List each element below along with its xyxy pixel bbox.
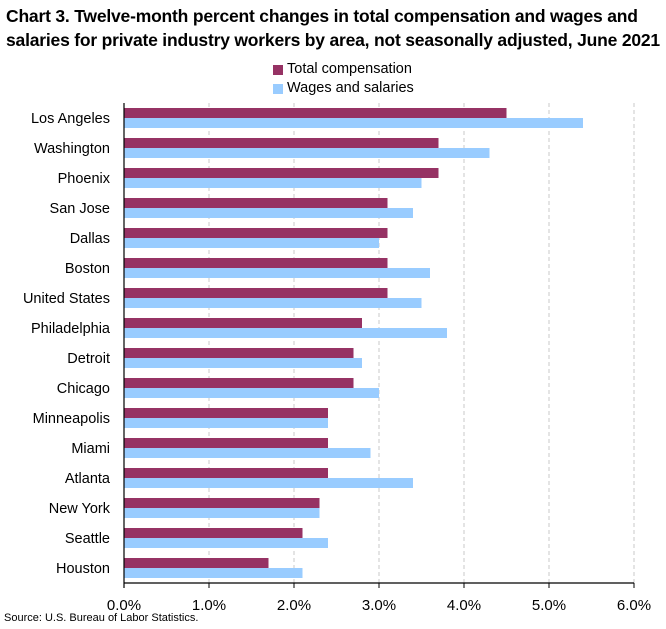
legend-item-total-compensation: Total compensation (273, 60, 414, 79)
x-tick-label: 4.0% (447, 597, 481, 614)
bar-total-compensation (124, 108, 507, 118)
bar-total-compensation (124, 198, 388, 208)
bar-wages-and-salaries (124, 298, 422, 308)
x-tick-label: 3.0% (362, 597, 396, 614)
bar-total-compensation (124, 558, 269, 568)
bar-total-compensation (124, 138, 439, 148)
bar-total-compensation (124, 468, 328, 478)
bar-wages-and-salaries (124, 448, 371, 458)
legend-swatch-total-compensation (273, 64, 283, 75)
bar-wages-and-salaries (124, 208, 413, 218)
bar-wages-and-salaries (124, 388, 379, 398)
category-label: Los Angeles (31, 111, 110, 127)
x-tick-label: 5.0% (532, 597, 566, 614)
legend-label-total-compensation: Total compensation (287, 61, 412, 77)
bar-wages-and-salaries (124, 178, 422, 188)
x-tick-label: 0.0% (107, 597, 141, 614)
category-label: New York (49, 501, 111, 517)
bar-total-compensation (124, 288, 388, 298)
category-label: Detroit (67, 351, 110, 367)
category-label: United States (23, 291, 110, 307)
bar-total-compensation (124, 318, 362, 328)
bar-total-compensation (124, 258, 388, 268)
legend: Total compensation Wages and salaries (273, 60, 414, 98)
bar-total-compensation (124, 378, 354, 388)
bar-total-compensation (124, 348, 354, 358)
bar-wages-and-salaries (124, 238, 379, 248)
bar-wages-and-salaries (124, 568, 303, 578)
category-label: Chicago (57, 381, 110, 397)
chart-title: Chart 3. Twelve-month percent changes in… (6, 6, 660, 50)
bar-total-compensation (124, 498, 320, 508)
legend-swatch-wages-and-salaries (273, 83, 283, 94)
category-label: Washington (34, 141, 110, 157)
legend-item-wages-and-salaries: Wages and salaries (273, 79, 414, 98)
category-label: Minneapolis (33, 411, 110, 427)
category-label: Philadelphia (31, 321, 111, 337)
category-label: Dallas (70, 231, 110, 247)
bar-wages-and-salaries (124, 268, 430, 278)
legend-label-wages-and-salaries: Wages and salaries (287, 80, 414, 96)
bar-wages-and-salaries (124, 328, 447, 338)
bar-wages-and-salaries (124, 118, 583, 128)
bar-wages-and-salaries (124, 508, 320, 518)
category-label: Atlanta (65, 471, 111, 487)
category-label: Seattle (65, 531, 110, 547)
category-label: Miami (71, 441, 110, 457)
bar-wages-and-salaries (124, 358, 362, 368)
bar-total-compensation (124, 438, 328, 448)
x-tick-label: 6.0% (617, 597, 651, 614)
bar-wages-and-salaries (124, 148, 490, 158)
x-tick-label: 1.0% (192, 597, 226, 614)
bar-total-compensation (124, 408, 328, 418)
source-note: Source: U.S. Bureau of Labor Statistics. (4, 612, 199, 624)
category-label: Boston (65, 261, 110, 277)
bar-wages-and-salaries (124, 478, 413, 488)
bar-total-compensation (124, 168, 439, 178)
category-label: Houston (56, 561, 110, 577)
bar-total-compensation (124, 228, 388, 238)
category-label: Phoenix (58, 171, 111, 187)
bar-wages-and-salaries (124, 418, 328, 428)
category-label: San Jose (50, 201, 110, 217)
x-tick-label: 2.0% (277, 597, 311, 614)
bar-total-compensation (124, 528, 303, 538)
bar-wages-and-salaries (124, 538, 328, 548)
